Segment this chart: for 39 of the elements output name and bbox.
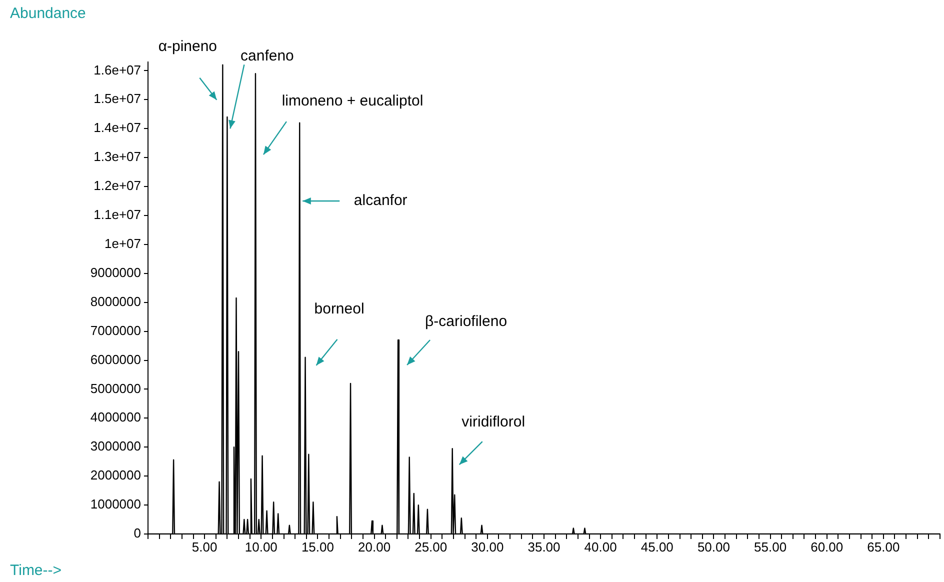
x-tick-label: 35.00 [528,539,560,554]
y-tick-label: 7000000 [90,322,141,338]
annotation: alcanfor [354,192,408,210]
x-tick-label: 15.00 [301,539,334,554]
annotation: β-cariofileno [425,313,508,330]
y-tick-label: 1.5e+07 [94,91,141,106]
y-tick-label: 5000000 [90,380,141,396]
y-axis-title: Abundance [10,5,86,22]
y-tick-label: 1.6e+07 [94,62,141,78]
y-tick-label: 0 [134,526,141,541]
annotation: borneol [314,300,364,318]
x-tick-label: 10.00 [244,539,278,554]
x-tick-label: 25.00 [414,539,448,554]
y-tick-label: 9000000 [90,264,141,280]
annotation: canfeno [240,48,294,65]
x-tick-label: 30.00 [471,539,504,554]
y-tick-label: 4000000 [90,410,141,425]
y-tick-label: 1.2e+07 [94,178,141,194]
y-tick-label: 2000000 [90,468,141,483]
x-axis-title: Time--> [10,562,62,580]
x-tick-label: 60.00 [810,539,844,554]
y-tick-label: 1000000 [90,496,141,512]
x-tick-label: 40.00 [584,539,617,554]
y-tick-label: 1e+07 [104,236,141,252]
x-tick-label: 20.00 [358,539,391,554]
annotation: limoneno + eucaliptol [282,92,424,110]
y-tick-label: 6000000 [90,352,141,367]
y-tick-label: 8000000 [90,294,141,309]
x-tick-label: 55.00 [754,539,787,554]
y-tick-label: 1.4e+07 [94,120,141,136]
x-tick-label: 5.00 [192,539,218,554]
y-tick-label: 1.1e+07 [94,207,141,222]
annotation: viridiflorol [462,414,526,431]
x-tick-label: 45.00 [640,539,674,554]
y-tick-label: 1.3e+07 [94,149,141,164]
x-tick-label: 50.00 [697,539,730,554]
annotation: α-pineno [158,38,218,56]
y-tick-label: 3000000 [90,438,141,454]
x-tick-label: 65.00 [867,539,900,554]
